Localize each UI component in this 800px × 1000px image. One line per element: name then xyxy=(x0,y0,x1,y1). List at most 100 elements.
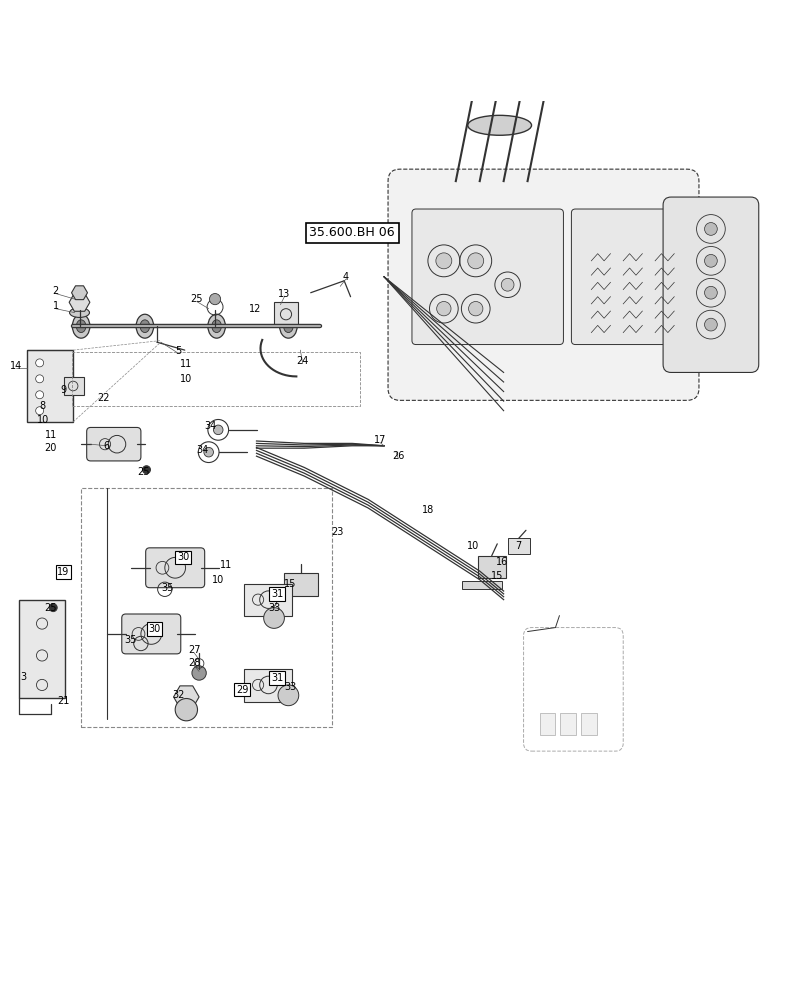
Bar xyxy=(81,488,332,727)
Ellipse shape xyxy=(140,320,150,333)
Circle shape xyxy=(142,466,150,474)
Text: 4: 4 xyxy=(342,272,349,282)
Bar xyxy=(274,302,298,326)
Circle shape xyxy=(705,223,718,235)
Text: 23: 23 xyxy=(332,527,344,537)
Text: 30: 30 xyxy=(177,552,190,562)
Text: 25: 25 xyxy=(45,603,57,613)
Text: 11: 11 xyxy=(220,560,232,570)
Text: 35: 35 xyxy=(124,635,137,645)
FancyBboxPatch shape xyxy=(388,169,699,400)
Polygon shape xyxy=(71,286,87,300)
FancyBboxPatch shape xyxy=(244,584,292,616)
Ellipse shape xyxy=(72,314,90,338)
Text: 32: 32 xyxy=(172,690,185,700)
Circle shape xyxy=(36,407,44,415)
Circle shape xyxy=(436,253,452,269)
FancyBboxPatch shape xyxy=(571,209,675,345)
Text: 35: 35 xyxy=(161,583,174,593)
Circle shape xyxy=(36,359,44,367)
Polygon shape xyxy=(174,686,199,708)
Text: 13: 13 xyxy=(278,289,290,299)
Bar xyxy=(560,713,576,735)
Text: 31: 31 xyxy=(271,589,283,599)
Text: 8: 8 xyxy=(40,401,46,411)
Text: 29: 29 xyxy=(236,685,248,695)
Bar xyxy=(27,350,73,422)
Circle shape xyxy=(278,685,298,706)
Bar xyxy=(19,600,65,698)
Bar xyxy=(63,377,83,395)
Circle shape xyxy=(705,286,718,299)
Text: 10: 10 xyxy=(37,415,49,425)
FancyBboxPatch shape xyxy=(244,669,292,702)
Bar xyxy=(478,556,506,578)
Text: 7: 7 xyxy=(515,541,521,551)
Circle shape xyxy=(214,425,223,435)
Text: 12: 12 xyxy=(249,304,261,314)
Circle shape xyxy=(437,301,451,316)
Text: 21: 21 xyxy=(58,696,70,706)
Ellipse shape xyxy=(208,314,226,338)
Circle shape xyxy=(705,318,718,331)
Circle shape xyxy=(36,391,44,399)
Text: 6: 6 xyxy=(103,441,110,451)
Text: 11: 11 xyxy=(45,430,57,440)
FancyBboxPatch shape xyxy=(146,548,205,588)
Text: 18: 18 xyxy=(422,505,434,515)
Ellipse shape xyxy=(136,314,154,338)
Bar xyxy=(508,538,530,554)
Text: 16: 16 xyxy=(496,557,508,567)
Ellipse shape xyxy=(280,314,297,338)
Text: 5: 5 xyxy=(175,346,182,356)
Bar xyxy=(581,713,597,735)
Bar xyxy=(539,713,555,735)
Polygon shape xyxy=(69,293,90,311)
Text: 27: 27 xyxy=(188,645,201,655)
Bar xyxy=(285,573,318,596)
Text: 31: 31 xyxy=(271,673,283,683)
Circle shape xyxy=(36,375,44,383)
Circle shape xyxy=(502,278,514,291)
Text: 24: 24 xyxy=(297,356,309,366)
Circle shape xyxy=(175,699,198,721)
Text: 33: 33 xyxy=(284,682,296,692)
Ellipse shape xyxy=(212,320,222,333)
Circle shape xyxy=(705,254,718,267)
Text: 19: 19 xyxy=(58,567,70,577)
Circle shape xyxy=(210,294,221,305)
Text: 26: 26 xyxy=(392,451,405,461)
Bar xyxy=(462,581,502,589)
Text: 10: 10 xyxy=(212,575,224,585)
Text: 34: 34 xyxy=(196,445,209,455)
Text: 3: 3 xyxy=(21,672,26,682)
Text: 25: 25 xyxy=(190,294,203,304)
Text: 33: 33 xyxy=(268,603,280,613)
Text: 34: 34 xyxy=(204,421,216,431)
Text: 15: 15 xyxy=(284,579,296,589)
Text: 25: 25 xyxy=(137,467,150,477)
Ellipse shape xyxy=(468,115,531,135)
Ellipse shape xyxy=(76,320,86,333)
Text: 10: 10 xyxy=(467,541,479,551)
Text: 30: 30 xyxy=(148,624,161,634)
Text: 9: 9 xyxy=(61,385,66,395)
Circle shape xyxy=(469,301,483,316)
Text: 28: 28 xyxy=(188,658,201,668)
Text: 35.600.BH 06: 35.600.BH 06 xyxy=(310,226,395,239)
Ellipse shape xyxy=(284,320,293,333)
Bar xyxy=(71,352,360,406)
FancyBboxPatch shape xyxy=(86,427,141,461)
Circle shape xyxy=(204,447,214,457)
Text: 15: 15 xyxy=(491,571,503,581)
FancyBboxPatch shape xyxy=(122,614,181,654)
Circle shape xyxy=(50,604,57,612)
Text: 17: 17 xyxy=(374,435,386,445)
Text: 14: 14 xyxy=(10,361,22,371)
Text: 2: 2 xyxy=(53,286,58,296)
Text: 20: 20 xyxy=(45,443,57,453)
FancyBboxPatch shape xyxy=(412,209,563,345)
Circle shape xyxy=(264,608,285,628)
Circle shape xyxy=(468,253,484,269)
Circle shape xyxy=(192,666,206,680)
